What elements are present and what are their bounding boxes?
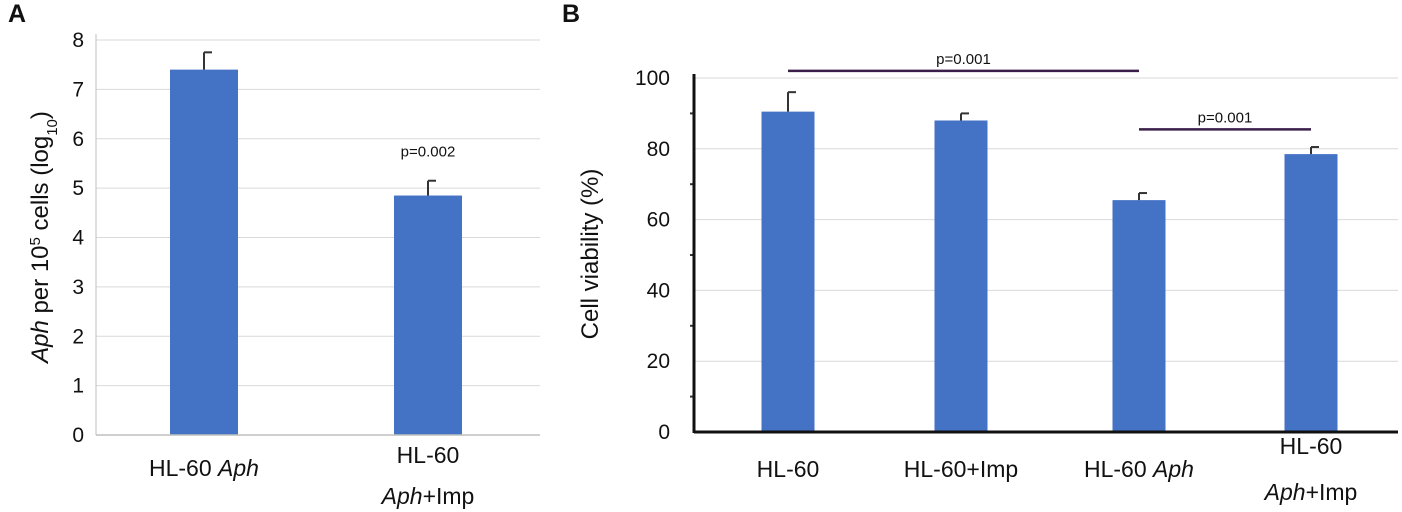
bar-1 [394,195,462,435]
axes-a [95,34,540,436]
y-label-text: ) [27,111,54,119]
y-tick-20: 20 [647,350,670,373]
category-text: HL-60 [397,442,460,468]
y-axis-label-b: Cell viability (%) [577,169,604,340]
category-text-italic: Aph [380,483,423,509]
bar-2 [1112,200,1166,432]
y-tick-5: 5 [72,177,84,200]
y-tick-3: 3 [72,276,84,299]
y-tick-8: 8 [72,29,84,52]
axes-b [690,74,1398,434]
y-label-text: Cell viability (%) [577,169,604,340]
category-text: +Imp [423,483,475,509]
annotations-a: p=0.002 [401,144,456,161]
y-tick-0: 0 [658,421,670,444]
gridlines-a [96,39,540,387]
bar-0 [761,111,815,432]
category-label-1-line2: Aph+Imp [380,483,475,509]
category-label-3: HL-60 [1280,433,1343,459]
category-label-0: HL-60 [757,456,820,482]
bar-3 [1284,154,1338,433]
category-label-3-line2: Aph+Imp [1263,479,1358,505]
category-text-italic: Aph [216,455,259,481]
category-label-1: HL-60 [397,442,460,468]
y-tick-0: 0 [72,424,84,447]
category-text: HL-60 [757,456,820,482]
y-axis-label-a: Aph per 105 cells (log10) [27,111,61,365]
y-tick-2: 2 [72,325,84,348]
y-label-subscript: 10 [44,119,61,136]
comparison-p-value-1: p=0.001 [1198,109,1253,126]
y-tick-labels-b: 0 20 40 60 80 100 [635,67,670,444]
y-label-superscript: 5 [27,237,44,245]
bar-0 [170,69,238,435]
y-tick-4: 4 [72,227,84,250]
category-text: HL-60 [149,455,218,481]
y-label-italic: Aph [27,320,54,365]
y-tick-1: 1 [72,375,84,398]
bars-a [170,69,462,435]
panel-label-a: A [8,0,26,28]
panel-label-b: B [562,0,580,28]
y-tick-60: 60 [647,209,670,232]
y-tick-80: 80 [647,138,670,161]
comparisons-b: p=0.001 p=0.001 [788,51,1311,131]
y-label-text: cells (log [27,136,54,237]
y-tick-100: 100 [635,67,670,90]
category-label-0: HL-60 Aph [149,455,259,481]
category-text: +Imp [1306,479,1358,505]
error-bars-a [203,51,436,196]
category-label-2: HL-60 Aph [1084,456,1194,482]
y-tick-6: 6 [72,128,84,151]
category-text-italic: Aph [1151,456,1194,482]
category-text-italic: Aph [1263,479,1306,505]
y-tick-40: 40 [647,279,670,302]
bars-b [761,111,1338,433]
p-value-annotation: p=0.002 [401,144,456,161]
category-text: HL-60 [1084,456,1153,482]
category-text: HL-60 [1280,433,1343,459]
bar-1 [934,120,988,432]
category-text: HL-60+Imp [904,456,1018,482]
error-bars-b [787,91,1319,201]
y-tick-7: 7 [72,78,84,101]
y-tick-labels-a: 0 1 2 3 4 5 6 7 8 [72,29,84,447]
comparison-p-value-0: p=0.001 [936,51,991,68]
y-label-text: per 10 [27,245,54,320]
category-label-1: HL-60+Imp [904,456,1018,482]
